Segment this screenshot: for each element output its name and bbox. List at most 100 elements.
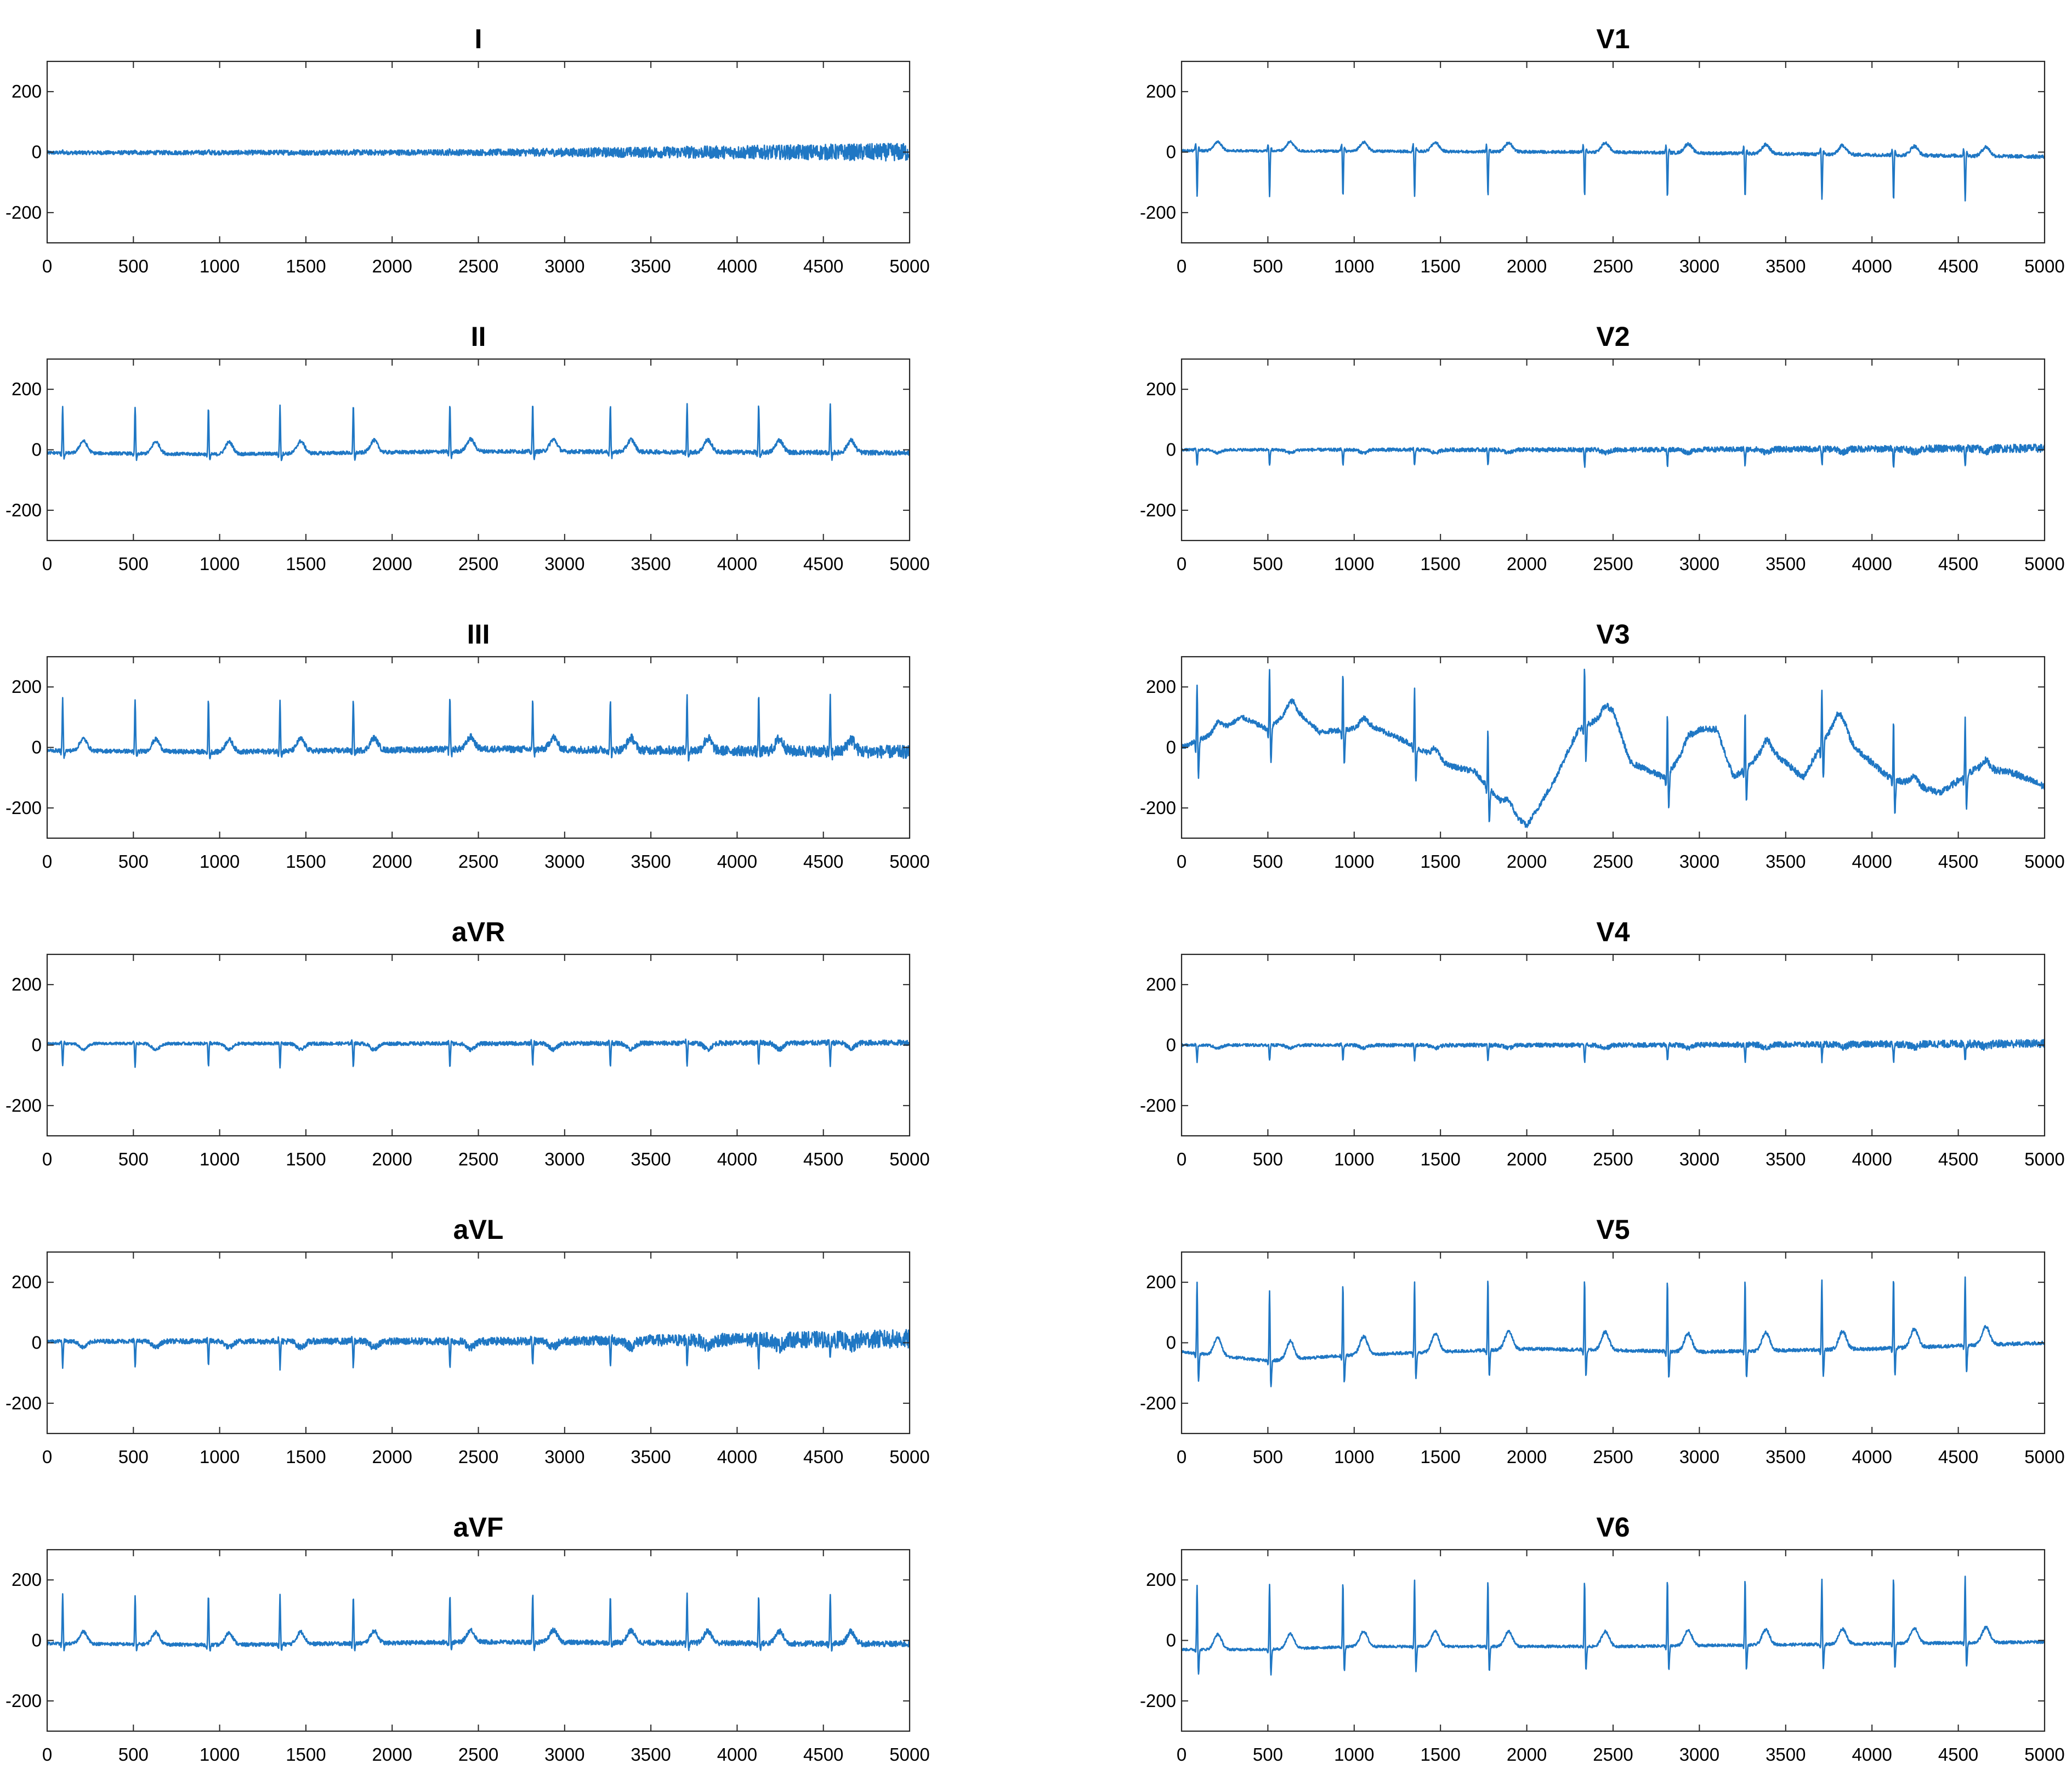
x-tick-label: 2500 (1593, 1744, 1633, 1765)
x-tick-label: 0 (1177, 256, 1187, 276)
x-tick-label: 3000 (544, 851, 584, 872)
x-tick-label: 4500 (1938, 256, 1978, 276)
x-tick-label: 3000 (1679, 851, 1719, 872)
x-tick-label: 3500 (1766, 256, 1806, 276)
x-tick-label: 500 (118, 1447, 149, 1467)
ecg-trace-ii (47, 403, 910, 462)
ecg-panel-v3: V30 500 1000 1500 2000 2500 3000 3500 4000 4500 50… (1140, 619, 2065, 872)
x-tick-label: 2000 (1507, 1744, 1547, 1765)
ecg-panel-v4: V40 500 1000 1500 2000 2500 3000 3500 4000 4500 50… (1140, 917, 2065, 1169)
x-tick-label: 3500 (631, 1149, 671, 1169)
y-tick-label: 0 (1166, 440, 1176, 460)
x-tick-label: 0 (42, 1744, 52, 1765)
x-tick-label: 0 (42, 1149, 52, 1169)
x-tick-label: 5000 (889, 1744, 929, 1765)
x-tick-label: 5000 (889, 851, 929, 872)
x-tick-label: 500 (118, 256, 149, 276)
x-tick-label: 3000 (1679, 1744, 1719, 1765)
x-tick-label: 2000 (372, 256, 412, 276)
x-tick-label: 4500 (1938, 1149, 1978, 1169)
x-tick-label: 2500 (458, 1744, 498, 1765)
x-tick-label: 4000 (1852, 1447, 1892, 1467)
x-tick-label: 2000 (372, 851, 412, 872)
x-tick-label: 2000 (372, 554, 412, 574)
panel-title-avf: aVF (453, 1512, 504, 1543)
y-tick-label: -200 (1140, 1691, 1176, 1711)
x-tick-label: 2000 (1507, 554, 1547, 574)
y-tick-label: 200 (1146, 676, 1176, 697)
x-tick-label: 3000 (544, 256, 584, 276)
x-tick-label: 0 (1177, 1744, 1187, 1765)
y-tick-label: 200 (12, 81, 42, 101)
y-tick-label: 0 (32, 1630, 42, 1651)
x-tick-label: 4000 (1852, 851, 1892, 872)
ecg-trace-iii (47, 693, 910, 762)
x-tick-label: 3000 (1679, 256, 1719, 276)
panel-title-v1: V1 (1596, 24, 1630, 54)
ecg-trace-v4 (1182, 1039, 2045, 1063)
ecg-panel-v1: V10 500 1000 1500 2000 2500 3000 3500 4000 4500 50… (1140, 24, 2065, 276)
x-tick-label: 1500 (286, 554, 326, 574)
x-tick-label: 2500 (1593, 554, 1633, 574)
x-tick-label: 3500 (1766, 1447, 1806, 1467)
x-tick-label: 5000 (889, 1149, 929, 1169)
x-tick-label: 2500 (1593, 1149, 1633, 1169)
x-tick-label: 2000 (372, 1744, 412, 1765)
x-tick-label: 4500 (803, 1744, 843, 1765)
y-tick-label: 200 (12, 676, 42, 697)
x-tick-label: 3000 (544, 1149, 584, 1169)
ecg-panel-ii: II0 500 1000 1500 2000 2500 3000 3500 4000 4500 50… (5, 321, 930, 574)
x-tick-label: 4000 (1852, 256, 1892, 276)
x-tick-label: 5000 (2024, 1447, 2064, 1467)
x-tick-label: 2000 (372, 1447, 412, 1467)
axes-box-v6 (1180, 1549, 2046, 1732)
x-tick-label: 5000 (2024, 256, 2064, 276)
x-tick-label: 4000 (717, 554, 757, 574)
y-tick-label: 0 (1166, 142, 1176, 162)
panel-title-v6: V6 (1596, 1512, 1630, 1543)
x-tick-label: 2500 (1593, 1447, 1633, 1467)
x-tick-label: 1000 (200, 554, 240, 574)
y-tick-label: 200 (12, 1272, 42, 1292)
x-tick-label: 0 (42, 851, 52, 872)
x-tick-label: 5000 (889, 256, 929, 276)
x-tick-label: 0 (1177, 554, 1187, 574)
y-tick-label: 0 (32, 440, 42, 460)
x-tick-label: 3500 (1766, 554, 1806, 574)
x-tick-label: 500 (1253, 851, 1283, 872)
y-tick-label: -200 (1140, 1393, 1176, 1413)
x-tick-label: 3000 (1679, 554, 1719, 574)
x-tick-label: 500 (118, 554, 149, 574)
panel-title-v3: V3 (1596, 619, 1630, 650)
y-tick-label: -200 (5, 500, 42, 520)
x-tick-label: 1000 (1334, 851, 1374, 872)
x-tick-label: 4500 (803, 256, 843, 276)
x-tick-label: 2000 (1507, 256, 1547, 276)
y-tick-label: 0 (32, 737, 42, 758)
x-tick-label: 3500 (1766, 1149, 1806, 1169)
x-tick-label: 0 (1177, 1149, 1187, 1169)
x-tick-label: 500 (1253, 554, 1283, 574)
ecg-trace-v3 (1182, 668, 2045, 828)
x-tick-label: 1500 (286, 1149, 326, 1169)
x-tick-label: 500 (118, 851, 149, 872)
x-tick-label: 500 (118, 1149, 149, 1169)
x-tick-label: 1000 (1334, 1149, 1374, 1169)
ecg-panel-v6: V60 500 1000 1500 2000 2500 3000 3500 4000 4500 50… (1140, 1512, 2065, 1765)
x-tick-label: 0 (1177, 851, 1187, 872)
ecg-trace-avf (47, 1592, 910, 1652)
x-tick-label: 2000 (1507, 1447, 1547, 1467)
panel-title-iii: III (467, 619, 490, 650)
x-tick-label: 5000 (2024, 851, 2064, 872)
x-tick-label: 2500 (458, 851, 498, 872)
x-tick-label: 4500 (1938, 554, 1978, 574)
x-tick-label: 4000 (1852, 1744, 1892, 1765)
panel-title-v2: V2 (1596, 321, 1630, 352)
ecg-trace-avr (47, 1038, 910, 1069)
x-tick-label: 3500 (631, 1744, 671, 1765)
x-tick-label: 4000 (717, 256, 757, 276)
x-tick-label: 0 (42, 554, 52, 574)
